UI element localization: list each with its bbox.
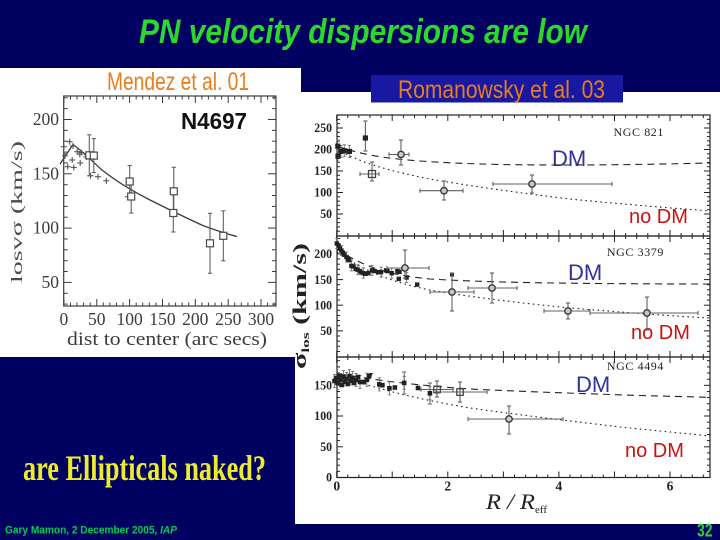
- svg-text:no DM: no DM: [625, 440, 684, 462]
- svg-text:dist to center (arc secs): dist to center (arc secs): [67, 330, 267, 350]
- svg-text:Mendez et al. 01: Mendez et al. 01: [107, 68, 249, 96]
- svg-text:200: 200: [182, 309, 209, 329]
- svg-text:N4697: N4697: [181, 108, 247, 134]
- svg-text:no DM: no DM: [631, 322, 690, 344]
- svg-text:200: 200: [314, 142, 332, 157]
- svg-text:DM: DM: [552, 146, 586, 171]
- svg-text:eff: eff: [535, 504, 547, 516]
- svg-text:NGC 4494: NGC 4494: [607, 359, 664, 373]
- svg-text:Romanowsky et al. 03: Romanowsky et al. 03: [398, 76, 605, 104]
- svg-text:100: 100: [314, 297, 332, 312]
- svg-text:50: 50: [320, 439, 332, 454]
- svg-text:no DM: no DM: [629, 206, 688, 228]
- svg-text:DM: DM: [568, 260, 602, 285]
- svg-text:250: 250: [314, 120, 332, 135]
- svg-text:DM: DM: [576, 372, 610, 397]
- svg-text:2: 2: [444, 479, 451, 494]
- svg-text:4: 4: [556, 479, 563, 494]
- svg-text:150: 150: [149, 309, 176, 329]
- svg-text:0: 0: [326, 470, 332, 485]
- svg-text:are Ellipticals naked?: are Ellipticals naked?: [23, 448, 266, 488]
- svg-text:100: 100: [116, 309, 143, 329]
- svg-text:NGC 821: NGC 821: [613, 125, 664, 139]
- svg-text:150: 150: [314, 163, 332, 178]
- svg-text:200: 200: [314, 246, 332, 261]
- svg-text:100: 100: [33, 218, 60, 238]
- svg-text:50: 50: [320, 206, 332, 221]
- svg-text:PN velocity dispersions are lo: PN velocity dispersions are low: [139, 13, 589, 51]
- svg-text:150: 150: [314, 378, 332, 393]
- svg-text:0: 0: [333, 479, 340, 494]
- svg-text:250: 250: [215, 309, 242, 329]
- svg-text:200: 200: [33, 109, 60, 129]
- svg-text:Gary Mamon, 2 December 2005, I: Gary Mamon, 2 December 2005, IAP: [5, 525, 178, 537]
- svg-text:32: 32: [697, 521, 713, 540]
- svg-text:100: 100: [314, 185, 332, 200]
- svg-text:R / R: R / R: [485, 489, 536, 514]
- svg-text:NGC 3379: NGC 3379: [607, 245, 664, 259]
- svg-text:0: 0: [60, 309, 69, 329]
- svg-text:losvσ (km/s): losvσ (km/s): [9, 141, 26, 283]
- svg-text:150: 150: [314, 272, 332, 287]
- svg-text:150: 150: [33, 163, 60, 183]
- svg-text:6: 6: [667, 479, 674, 494]
- svg-text:50: 50: [88, 309, 106, 329]
- svg-text:50: 50: [320, 323, 332, 338]
- svg-text:50: 50: [42, 272, 60, 292]
- svg-text:100: 100: [314, 408, 332, 423]
- svg-text:300: 300: [248, 309, 275, 329]
